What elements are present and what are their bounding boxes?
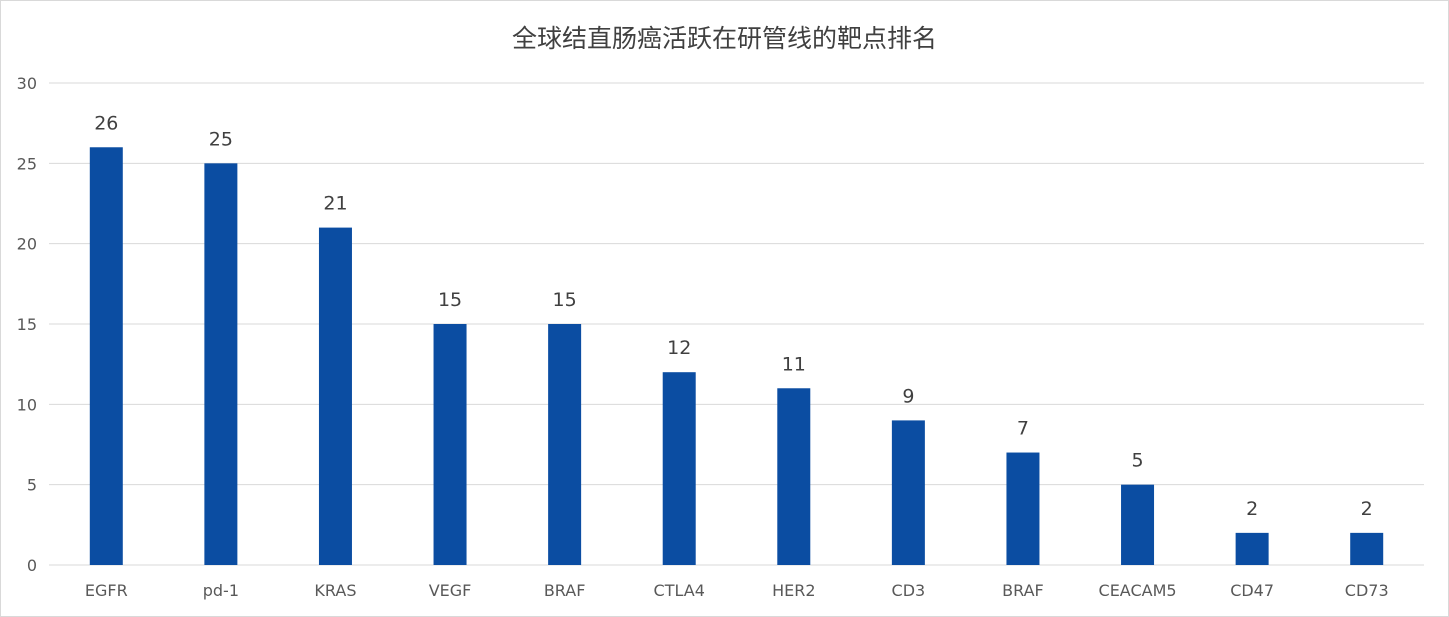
bars — [89, 147, 1384, 566]
data-label: 5 — [1131, 450, 1143, 472]
data-label: 7 — [1017, 418, 1029, 440]
x-tick-label: CD73 — [1345, 581, 1389, 600]
x-tick-label: CEACAM5 — [1099, 581, 1177, 600]
bar — [1121, 484, 1155, 565]
data-label: 21 — [323, 193, 347, 215]
x-axis-ticks: EGFR pd-1 KRAS VEGF BRAF CTLA4 HER2 CD3 BRAF CEAC… — [85, 581, 1389, 600]
bar — [777, 388, 811, 565]
bar — [204, 163, 238, 566]
bar — [318, 227, 352, 565]
y-tick-label: 25 — [17, 154, 37, 173]
gridlines — [49, 82, 1424, 566]
x-tick-label: BRAF — [1002, 581, 1044, 600]
data-label: 26 — [94, 112, 118, 134]
bar — [89, 147, 123, 565]
bar — [433, 324, 467, 565]
y-tick-label: 30 — [17, 74, 37, 93]
x-tick-label: BRAF — [544, 581, 586, 600]
y-tick-label: 15 — [17, 315, 37, 334]
bar — [1235, 532, 1269, 565]
x-tick-label: CTLA4 — [654, 581, 705, 600]
y-tick-label: 20 — [17, 235, 37, 254]
bar — [662, 372, 696, 565]
data-label: 25 — [209, 128, 233, 150]
y-tick-label: 10 — [17, 395, 37, 414]
data-label: 15 — [438, 289, 462, 311]
x-tick-label: KRAS — [314, 581, 356, 600]
bar — [548, 324, 582, 565]
data-label: 2 — [1361, 498, 1373, 520]
x-tick-label: EGFR — [85, 581, 128, 600]
bar — [891, 420, 925, 565]
data-label: 2 — [1246, 498, 1258, 520]
data-labels: 26 25 21 15 15 12 11 9 7 5 2 2 — [94, 112, 1373, 520]
data-label: 15 — [553, 289, 577, 311]
bar — [1350, 532, 1384, 565]
x-tick-label: HER2 — [772, 581, 815, 600]
data-label: 12 — [667, 337, 691, 359]
y-tick-label: 5 — [27, 476, 37, 495]
x-tick-label: CD47 — [1230, 581, 1274, 600]
x-tick-label: CD3 — [892, 581, 926, 600]
chart-title: 全球结直肠癌活跃在研管线的靶点排名 — [511, 24, 937, 53]
data-label: 9 — [902, 385, 914, 407]
y-tick-label: 0 — [27, 556, 37, 575]
y-axis-ticks: 0 5 10 15 20 25 30 — [17, 74, 37, 575]
x-tick-label: VEGF — [429, 581, 472, 600]
x-tick-label: pd-1 — [203, 581, 239, 600]
bar — [1006, 452, 1040, 565]
data-label: 11 — [782, 353, 806, 375]
